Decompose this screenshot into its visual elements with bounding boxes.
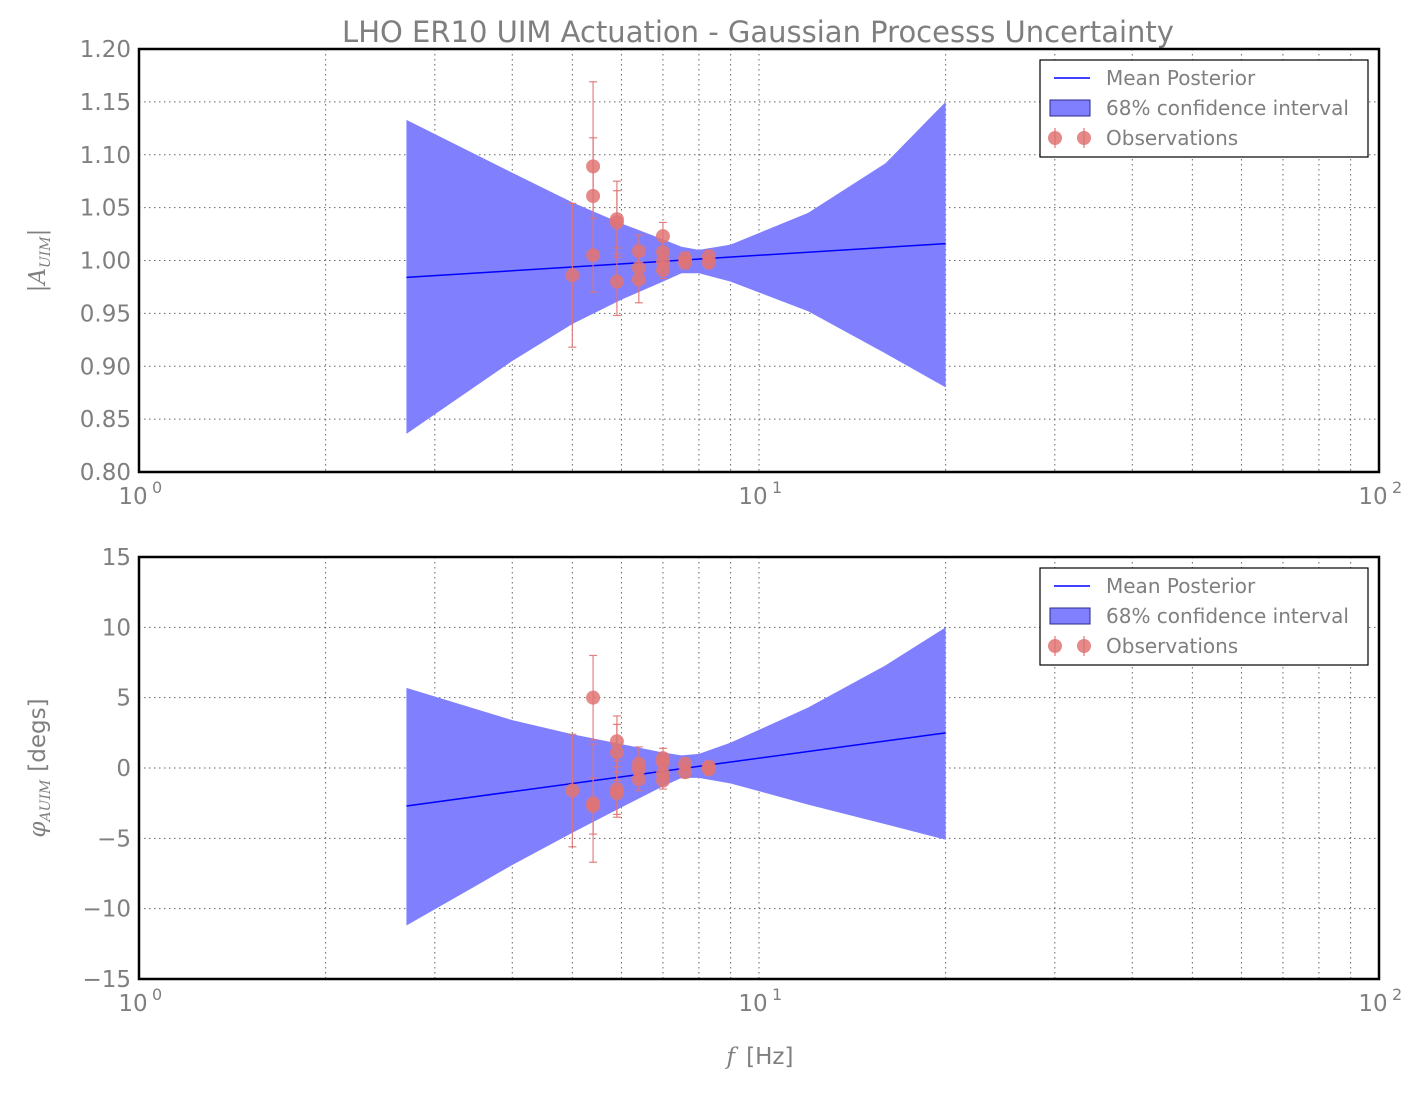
- observation-marker: [631, 243, 646, 258]
- observation-marker: [609, 786, 624, 801]
- observation-marker: [609, 274, 624, 289]
- y-tick-label: 0.85: [80, 407, 131, 433]
- observation-marker: [678, 765, 693, 780]
- observation-marker: [586, 248, 601, 263]
- legend-label: Mean Posterior: [1106, 66, 1256, 90]
- axes-frame: [137, 555, 1381, 981]
- observation-marker: [655, 229, 670, 244]
- x-tick-exponent: 2: [1392, 985, 1402, 1004]
- observation-point: [631, 255, 646, 304]
- legend-band-swatch: [1049, 607, 1091, 625]
- y-tick-label: 10: [102, 615, 131, 641]
- legend-label: 68% confidence interval: [1106, 96, 1349, 120]
- observation-point: [609, 247, 624, 317]
- x-tick-exponent: 0: [152, 985, 162, 1004]
- y-tick-label: 0: [116, 756, 131, 782]
- x-tick-exponent: 1: [772, 478, 782, 497]
- observation-point: [586, 777, 601, 835]
- y-tick-label: 0.80: [80, 460, 131, 486]
- figure-title: LHO ER10 UIM Actuation - Gaussian Proces…: [342, 15, 1174, 49]
- observation-marker: [655, 755, 670, 770]
- observation-marker: [586, 690, 601, 705]
- observation-marker: [701, 255, 716, 270]
- observation-marker: [701, 762, 716, 777]
- y-tick-label: 5: [116, 686, 131, 712]
- observation-point: [586, 217, 601, 293]
- legend-label: Observations: [1106, 634, 1238, 658]
- y-tick-label: 1.00: [80, 249, 131, 275]
- y-tick-label: 15: [102, 545, 131, 571]
- y-tick-label: −5: [97, 826, 131, 852]
- observation-point: [678, 255, 693, 270]
- observation-point: [678, 765, 693, 780]
- observation-point: [609, 190, 624, 255]
- legend-label: Observations: [1106, 126, 1238, 150]
- y-axis-label: |AUIM|: [25, 229, 54, 293]
- y-tick-label: −15: [82, 967, 131, 993]
- mean-posterior-line: [406, 242, 946, 279]
- y-tick-label: 0.90: [80, 354, 131, 380]
- legend-observation-marker: [1048, 131, 1062, 145]
- x-tick-exponent: 0: [152, 478, 162, 497]
- observation-point: [701, 255, 716, 270]
- legend-label: Mean Posterior: [1106, 574, 1256, 598]
- observation-marker: [586, 188, 601, 203]
- observation-marker: [565, 783, 580, 798]
- legend-observation-marker: [1077, 639, 1091, 653]
- observation-marker: [631, 272, 646, 287]
- observation-point: [586, 654, 601, 741]
- legend-observation-marker: [1048, 639, 1062, 653]
- legend-label: 68% confidence interval: [1106, 604, 1349, 628]
- observation-marker: [609, 215, 624, 230]
- y-tick-label: −10: [82, 897, 131, 923]
- axes-frame: [137, 47, 1381, 474]
- y-tick-label: 1.20: [80, 37, 131, 63]
- x-tick-label: 10: [118, 484, 147, 510]
- observation-marker: [631, 772, 646, 787]
- x-tick-exponent: 1: [772, 985, 782, 1004]
- observation-point: [655, 771, 670, 790]
- legend: Mean Posterior 68% confidence interval Obs…: [1039, 567, 1369, 666]
- x-axis-label-var: f: [725, 1044, 739, 1070]
- observation-marker: [609, 745, 624, 760]
- y-tick-label: 1.05: [80, 196, 131, 222]
- legend-frame: [1039, 59, 1369, 158]
- observation-marker: [565, 268, 580, 283]
- y-tick-label: 1.15: [80, 90, 131, 116]
- legend-observation-marker: [1077, 131, 1091, 145]
- observation-point: [609, 723, 624, 782]
- observation-marker: [586, 798, 601, 813]
- x-tick-label: 10: [118, 991, 147, 1017]
- x-tick-label: 10: [738, 991, 767, 1017]
- y-tick-label: 0.95: [80, 301, 131, 327]
- confidence-band: [406, 101, 946, 434]
- observation-marker: [678, 255, 693, 270]
- observation-point: [701, 762, 716, 777]
- x-tick-label: 10: [1358, 484, 1387, 510]
- mean-posterior-line: [406, 732, 946, 807]
- x-tick-label: 10: [738, 484, 767, 510]
- observation-marker: [655, 263, 670, 278]
- x-axis-label-unit: [Hz]: [746, 1044, 793, 1070]
- legend: Mean Posterior 68% confidence interval Obs…: [1039, 59, 1369, 158]
- observation-point: [609, 771, 624, 816]
- observation-point: [655, 260, 670, 280]
- confidence-band: [406, 627, 946, 926]
- y-axis-label: φAUIM[degs]: [25, 698, 54, 837]
- legend-frame: [1039, 567, 1369, 666]
- observation-marker: [655, 773, 670, 788]
- x-tick-label: 10: [1358, 991, 1387, 1017]
- x-tick-exponent: 2: [1392, 478, 1402, 497]
- y-tick-label: 1.10: [80, 143, 131, 169]
- observation-point: [565, 733, 580, 848]
- legend-band-swatch: [1049, 99, 1091, 117]
- observation-point: [565, 202, 580, 348]
- x-axis-label: f [Hz]: [725, 1044, 794, 1070]
- observation-point: [631, 767, 646, 792]
